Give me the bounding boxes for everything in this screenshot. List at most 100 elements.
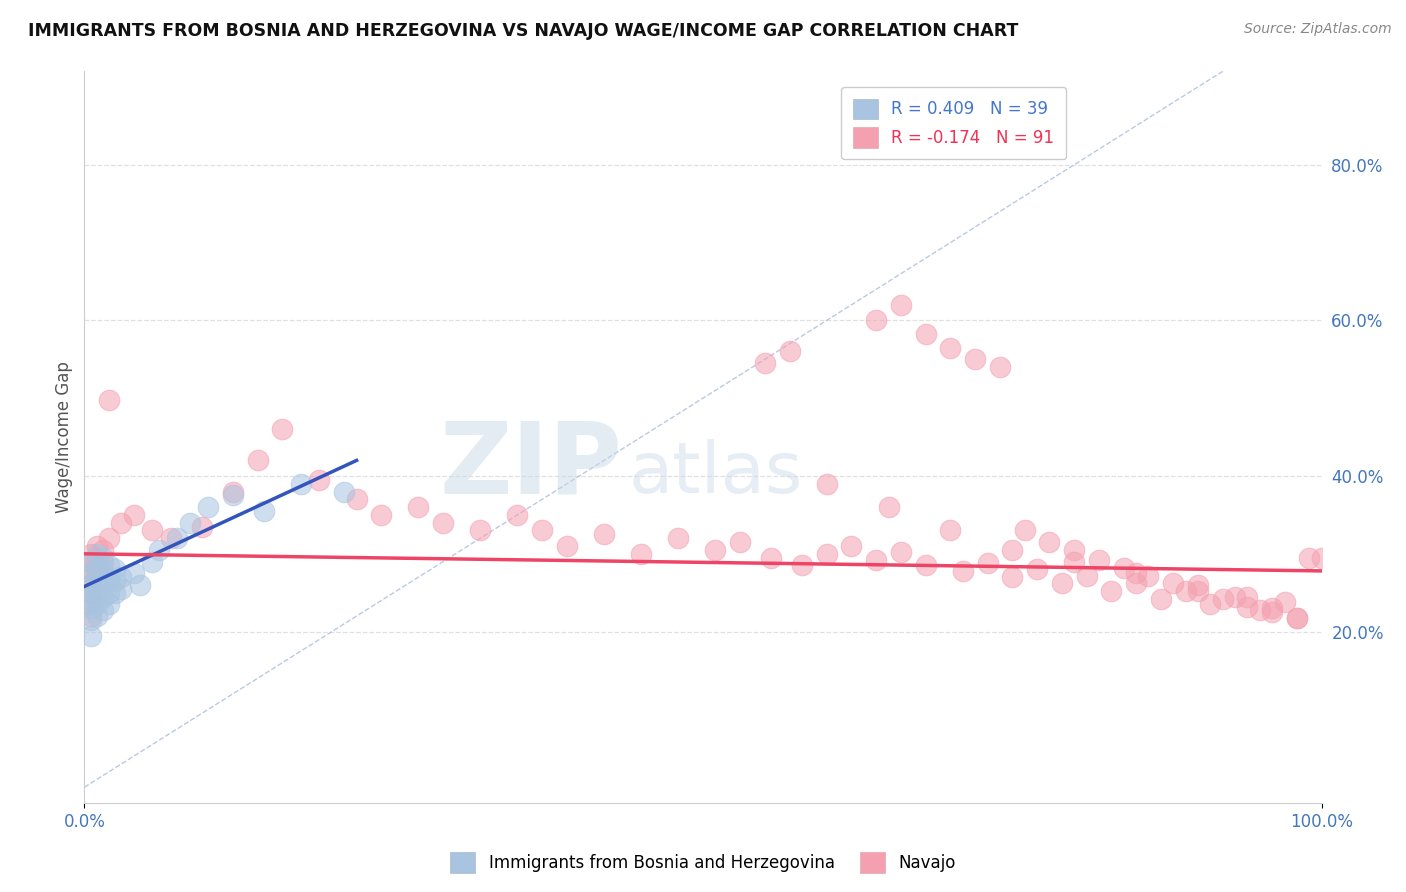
Point [290,476,312,491]
Point [1174,584,1197,599]
Point [86,585,108,599]
Point [1261,601,1284,615]
Point [790,558,813,573]
Point [1088,553,1111,567]
Point [1076,568,1098,582]
Point [939,524,962,538]
Point [346,492,368,507]
Point [470,524,492,538]
Text: Source: ZipAtlas.com: Source: ZipAtlas.com [1244,22,1392,37]
Point [865,313,887,327]
Point [1137,568,1160,582]
Point [79,598,101,612]
Point [333,484,356,499]
Point [1038,535,1060,549]
Point [98,558,121,573]
Point [179,516,201,530]
Point [110,516,132,530]
Point [815,476,838,491]
Point [86,539,108,553]
Point [91,590,114,604]
Point [1249,603,1271,617]
Point [91,542,114,557]
Point [914,558,936,573]
Point [1161,576,1184,591]
Point [865,553,887,567]
Point [246,453,269,467]
Point [122,566,145,581]
Point [965,352,987,367]
Point [1026,562,1049,576]
Point [160,531,183,545]
Point [91,576,114,591]
Point [1274,595,1296,609]
Point [1285,610,1308,624]
Point [1125,566,1147,581]
Point [308,473,330,487]
Point [222,488,245,502]
Point [110,570,132,584]
Point [1063,542,1085,557]
Point [104,574,127,588]
Point [593,527,616,541]
Point [166,531,188,545]
Point [253,504,276,518]
Point [91,550,114,565]
Point [1125,576,1147,591]
Point [1285,610,1308,624]
Point [704,542,727,557]
Point [79,547,101,561]
Point [79,587,101,601]
Point [86,562,108,576]
Point [86,562,108,576]
Point [1001,542,1024,557]
Point [555,539,578,553]
Point [1112,561,1135,575]
Point [86,609,108,624]
Point [148,542,170,557]
Point [1236,590,1258,604]
Point [630,547,652,561]
Point [1261,605,1284,619]
Text: IMMIGRANTS FROM BOSNIA AND HERZEGOVINA VS NAVAJO WAGE/INCOME GAP CORRELATION CHA: IMMIGRANTS FROM BOSNIA AND HERZEGOVINA V… [28,22,1018,40]
Point [191,519,214,533]
Point [91,603,114,617]
Point [728,535,751,549]
Point [1310,550,1333,565]
Point [271,422,294,436]
Point [86,598,108,612]
Text: atlas: atlas [628,439,803,508]
Point [79,555,101,569]
Point [104,585,127,599]
Point [79,578,101,592]
Point [197,500,219,515]
Point [666,531,689,545]
Point [506,508,529,522]
Point [141,524,163,538]
Point [79,609,101,624]
Point [408,500,430,515]
Point [976,556,998,570]
Point [79,613,101,627]
Y-axis label: Wage/Income Gap: Wage/Income Gap [55,361,73,513]
Point [91,564,114,578]
Point [1212,591,1234,606]
Point [988,359,1011,374]
Point [86,574,108,588]
Point [98,531,121,545]
Point [531,524,554,538]
Point [79,566,101,581]
Point [939,341,962,355]
Legend: Immigrants from Bosnia and Herzegovina, Navajo: Immigrants from Bosnia and Herzegovina, … [444,846,962,880]
Point [754,356,776,370]
Point [79,566,101,581]
Point [1063,555,1085,569]
Point [890,545,912,559]
Legend: R = 0.409   N = 39, R = -0.174   N = 91: R = 0.409 N = 39, R = -0.174 N = 91 [841,87,1066,160]
Point [86,550,108,565]
Point [890,298,912,312]
Point [1187,578,1209,592]
Point [1236,599,1258,614]
Point [222,484,245,499]
Point [779,344,801,359]
